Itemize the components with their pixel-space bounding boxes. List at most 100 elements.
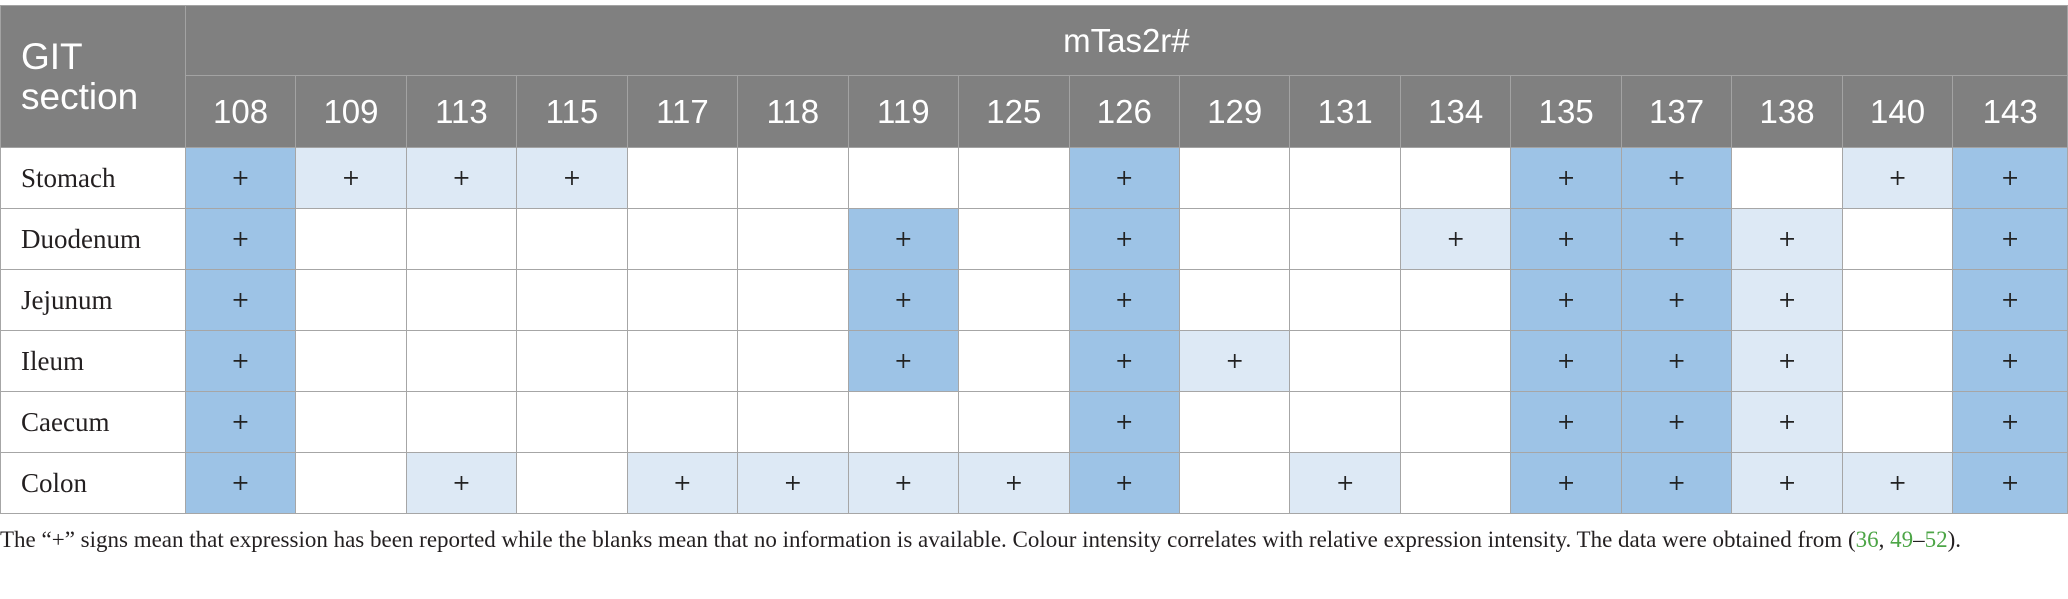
- table-row: Jejunum + + + + + + +: [0, 269, 2068, 331]
- header-row-group: GIT section mTas2r#: [0, 5, 2068, 148]
- expression-cell: +: [1620, 269, 1733, 331]
- gene-column-header: 140: [1841, 75, 1954, 148]
- gene-column-header: 113: [405, 75, 518, 148]
- expression-cell: +: [184, 208, 297, 270]
- expression-cell: [405, 269, 518, 331]
- expression-cell: +: [1620, 208, 1733, 270]
- expression-cell: +: [1068, 208, 1181, 270]
- gene-column-header: 134: [1399, 75, 1512, 148]
- expression-cell: [1399, 147, 1512, 209]
- expression-cell: +: [958, 452, 1070, 514]
- expression-cell: [626, 391, 739, 453]
- gene-column-header: 135: [1510, 75, 1622, 148]
- table-row: Duodenum + + + + + + + +: [0, 208, 2068, 270]
- expression-cell: [1399, 330, 1512, 392]
- expression-cell: +: [1510, 452, 1622, 514]
- expression-cell: +: [1952, 452, 2068, 514]
- gene-column-header: 143: [1952, 75, 2068, 148]
- gene-column-header: 137: [1620, 75, 1733, 148]
- reference-link[interactable]: 36: [1855, 527, 1879, 552]
- gene-column-header: 126: [1068, 75, 1181, 148]
- expression-cell: +: [1399, 208, 1512, 270]
- expression-cell: +: [1178, 330, 1291, 392]
- expression-cell: [405, 330, 518, 392]
- expression-cell: +: [1952, 330, 2068, 392]
- expression-cell: [847, 147, 960, 209]
- expression-cell: +: [295, 147, 407, 209]
- expression-cell: +: [1952, 208, 2068, 270]
- expression-cell: [295, 330, 407, 392]
- expression-cell: +: [1068, 269, 1181, 331]
- expression-cell: [1289, 330, 1401, 392]
- gene-column-header: 117: [626, 75, 739, 148]
- expression-cell: [958, 269, 1070, 331]
- expression-cell: [626, 147, 739, 209]
- expression-cell: +: [1068, 391, 1181, 453]
- expression-cell: [405, 391, 518, 453]
- table-header: GIT section mTas2r# 108 109 113 115 117 118 11…: [0, 5, 2068, 148]
- expression-cell: [1399, 452, 1512, 514]
- gene-column-header: 118: [737, 75, 849, 148]
- expression-cell: [1841, 330, 1954, 392]
- expression-cell: +: [1068, 330, 1181, 392]
- expression-cell: [626, 330, 739, 392]
- gene-column-header: 119: [847, 75, 960, 148]
- expression-cell: +: [1620, 391, 1733, 453]
- expression-cell: +: [1841, 147, 1954, 209]
- expression-cell: [1289, 269, 1401, 331]
- expression-cell: [516, 330, 628, 392]
- expression-cell: [1178, 452, 1291, 514]
- expression-cell: [1731, 147, 1843, 209]
- footnote-separator: ,: [1878, 527, 1891, 552]
- gi-section-label: Colon: [0, 452, 186, 514]
- gene-group-header: mTas2r#: [184, 5, 2068, 76]
- expression-cell: [737, 147, 849, 209]
- gene-column-header: 108: [184, 75, 297, 148]
- gene-column-header: 129: [1178, 75, 1291, 148]
- gi-section-label: Duodenum: [0, 208, 186, 270]
- expression-cell: [847, 391, 960, 453]
- expression-cell: +: [847, 269, 960, 331]
- expression-cell: [1289, 391, 1401, 453]
- expression-cell: [1399, 269, 1512, 331]
- expression-cell: +: [1289, 452, 1401, 514]
- expression-cell: +: [1620, 330, 1733, 392]
- gi-section-label: Stomach: [0, 147, 186, 209]
- expression-cell: [295, 208, 407, 270]
- reference-link[interactable]: 49: [1890, 527, 1914, 552]
- expression-cell: [626, 269, 739, 331]
- expression-cell: [405, 208, 518, 270]
- expression-cell: [295, 452, 407, 514]
- expression-cell: [1178, 147, 1291, 209]
- reference-link[interactable]: 52: [1924, 527, 1948, 552]
- expression-cell: +: [516, 147, 628, 209]
- expression-cell: [1178, 391, 1291, 453]
- expression-cell: +: [1731, 208, 1843, 270]
- expression-cell: +: [1841, 452, 1954, 514]
- expression-cell: +: [1731, 269, 1843, 331]
- expression-cell: [1841, 391, 1954, 453]
- expression-cell: [1178, 208, 1291, 270]
- expression-cell: +: [1731, 452, 1843, 514]
- gene-column-header: 109: [295, 75, 407, 148]
- expression-cell: +: [1620, 147, 1733, 209]
- expression-cell: +: [1731, 330, 1843, 392]
- expression-cell: +: [737, 452, 849, 514]
- expression-cell: [958, 330, 1070, 392]
- expression-cell: [516, 208, 628, 270]
- expression-cell: +: [1952, 269, 2068, 331]
- expression-cell: [516, 391, 628, 453]
- gene-column-header: 115: [516, 75, 628, 148]
- expression-cell: [626, 208, 739, 270]
- expression-cell: +: [1510, 269, 1622, 331]
- expression-table-container: GIT section mTas2r# 108 109 113 115 117 118 11…: [0, 5, 2068, 514]
- gi-section-label: Jejunum: [0, 269, 186, 331]
- expression-cell: [737, 391, 849, 453]
- expression-cell: +: [184, 452, 297, 514]
- expression-cell: +: [1068, 147, 1181, 209]
- expression-cell: +: [1510, 208, 1622, 270]
- expression-cell: +: [405, 452, 518, 514]
- footnote-text-end: ).: [1947, 527, 1962, 552]
- expression-cell: +: [847, 208, 960, 270]
- expression-cell: [737, 269, 849, 331]
